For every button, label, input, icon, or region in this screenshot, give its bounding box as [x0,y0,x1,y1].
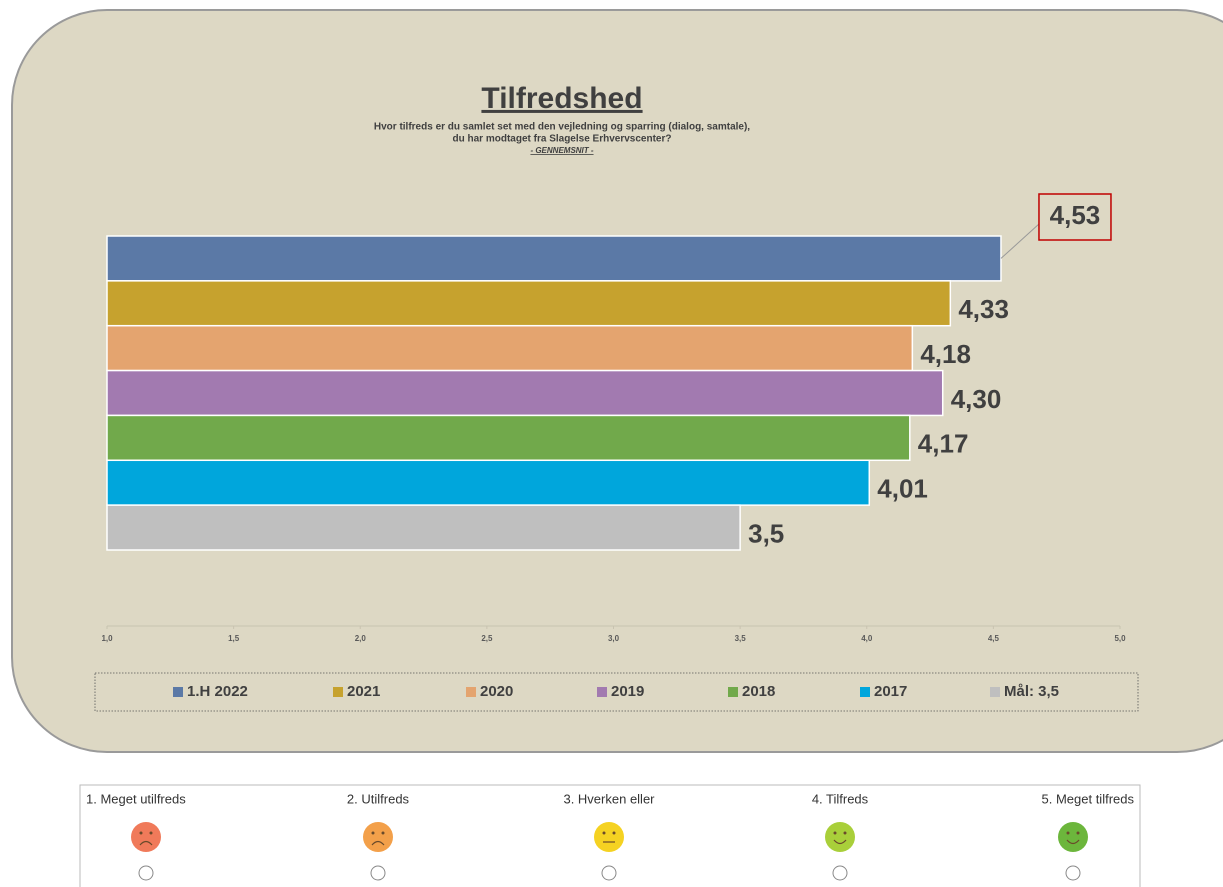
x-tick-label: 1,5 [228,634,240,643]
face-eye [833,831,837,835]
value-label: 4,17 [918,429,969,459]
legend-label: 1.H 2022 [187,683,248,700]
value-label: 3,5 [748,518,784,548]
x-tick-label: 3,0 [608,634,620,643]
face-eye [843,831,847,835]
legend-swatch [728,687,738,697]
option-label: 2. Utilfreds [347,791,410,806]
legend-box [94,672,1139,712]
legend-swatch [173,687,183,697]
highlight-box [1038,193,1112,241]
legend-swatch [990,687,1000,697]
option-label: 5. Meget tilfreds [1042,791,1135,806]
face-eye [381,831,385,835]
value-label: 4,18 [920,339,971,369]
option-label: 3. Hverken eller [563,791,655,806]
bar [106,369,944,417]
face-eye [1076,831,1080,835]
chart-subtitle: du har modtaget fra Slagelse Erhvervscen… [453,134,672,145]
legend-swatch [466,687,476,697]
face [363,822,393,852]
x-tick-label: 5,0 [1114,634,1126,643]
legend-swatch [333,687,343,697]
radio-button[interactable] [832,865,848,881]
face [825,822,855,852]
value-label: 4,30 [951,384,1002,414]
face-mouth [139,840,153,846]
legend-label: 2017 [874,683,907,700]
face-mouth [1066,839,1080,845]
option-label: 1. Meget utilfreds [86,791,186,806]
legend-label: 2019 [611,683,644,700]
legend-label: 2021 [347,683,380,700]
face [1058,822,1088,852]
bar [106,459,871,506]
x-tick-label: 2,5 [481,634,493,643]
legend-swatch [597,687,607,697]
radio-button[interactable] [138,865,154,881]
bar [106,235,1002,282]
bar [106,504,741,551]
face-mouth [371,840,385,846]
x-tick-label: 2,0 [355,634,367,643]
chart-title: Tilfredshed [481,82,642,115]
leader-line [1000,223,1040,259]
legend-label: 2020 [480,683,513,700]
legend-swatch [860,687,870,697]
bar [106,324,914,372]
face-eye [149,831,153,835]
face-mouth [833,839,847,845]
face [594,822,624,852]
radio-button[interactable] [1065,865,1081,881]
legend-label: 2018 [742,683,775,700]
value-label: 4,01 [877,474,928,504]
legend-label: Mål: 3,5 [1004,683,1059,700]
face-eye [1066,831,1070,835]
face-eye [371,831,375,835]
x-tick-label: 4,0 [861,634,873,643]
x-tick-label: 4,5 [988,634,1000,643]
option-label: 4. Tilfreds [812,791,869,806]
face-eye [139,831,143,835]
face-eye [602,831,606,835]
x-tick-label: 3,5 [735,634,747,643]
radio-button[interactable] [601,865,617,881]
value-label: 4,33 [958,294,1009,324]
bar [106,414,911,462]
radio-button[interactable] [370,865,386,881]
chart-note: - GENNEMSNIT - [530,146,593,155]
face-eye [612,831,616,835]
x-tick-label: 1,0 [101,634,113,643]
chart-subtitle: Hvor tilfreds er du samlet set med den v… [374,122,750,133]
value-label: 4,53 [1050,200,1101,230]
bar [106,280,952,327]
face [131,822,161,852]
